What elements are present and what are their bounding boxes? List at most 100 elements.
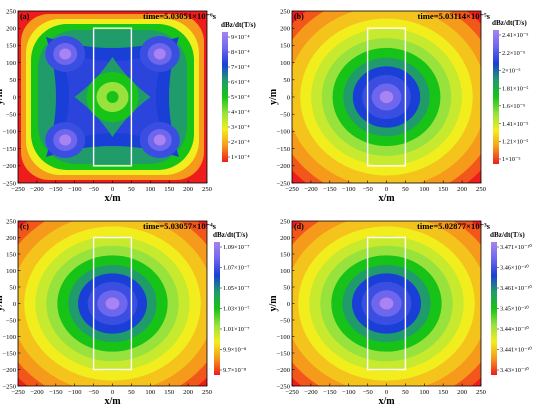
chart-title: time=5.02877×10⁻³s: [417, 221, 491, 231]
source-loop-rectangle: [366, 27, 407, 167]
y-tick-label: 50: [283, 77, 290, 84]
x-tick-label: −150: [49, 389, 63, 396]
colorbar-label: 1.01×10⁻⁷: [223, 326, 249, 333]
contour-level: [153, 134, 166, 146]
y-tick-label: 250: [6, 218, 17, 225]
x-tick-label: −150: [323, 186, 337, 193]
x-axis-label: x/m: [378, 193, 395, 204]
y-tick-label: 250: [6, 8, 17, 15]
x-tick-label: −250: [285, 186, 299, 193]
y-tick-label: −250: [276, 383, 290, 390]
x-tick-label: 100: [419, 186, 430, 193]
y-axis-label: y/m: [268, 88, 279, 105]
colorbar: [222, 32, 228, 162]
y-tick-label: −50: [280, 317, 291, 324]
y-axis-label: y/m: [268, 295, 279, 312]
y-tick-label: 150: [280, 43, 291, 50]
contour-level: [59, 48, 72, 60]
panel-label: (d): [294, 222, 304, 231]
colorbar-label: 2×10⁻⁵: [502, 68, 521, 75]
y-tick-label: 100: [6, 60, 17, 67]
x-tick-label: 250: [476, 186, 487, 193]
colorbar-label: 1.6×10⁻⁵: [502, 103, 525, 110]
y-tick-label: −50: [6, 112, 17, 119]
x-tick-label: 0: [385, 186, 389, 193]
contour-level: [379, 297, 394, 310]
contour-level: [59, 134, 72, 146]
colorbar-label: 1×10⁻⁵: [502, 156, 521, 163]
source-loop-rectangle: [92, 236, 133, 371]
x-axis-label: x/m: [378, 396, 395, 407]
y-tick-label: −50: [280, 112, 291, 119]
heatmap: [292, 11, 481, 183]
contour-level: [379, 90, 394, 104]
x-tick-label: 0: [111, 186, 115, 193]
x-tick-label: 150: [438, 186, 449, 193]
x-tick-label: 250: [202, 389, 213, 396]
panel-a: −250−250 −200 −200 −150 −150 −100 −100 −50 −50 0 0…: [0, 8, 256, 204]
colorbar-label: 3×10⁻⁴: [231, 124, 250, 131]
x-tick-label: 50: [402, 389, 409, 396]
x-tick-label: 200: [457, 186, 468, 193]
x-tick-label: −50: [362, 389, 373, 396]
y-tick-label: 150: [6, 251, 17, 258]
y-tick-label: −50: [6, 317, 17, 324]
colorbar-label: 9.7×10⁻⁸: [223, 367, 246, 374]
heatmap: [18, 11, 207, 183]
y-tick-label: −200: [2, 163, 16, 170]
y-tick-label: 200: [280, 235, 291, 242]
colorbar-label: 1.09×10⁻⁷: [223, 244, 249, 251]
colorbar: [214, 242, 220, 375]
x-tick-label: −200: [304, 186, 318, 193]
y-tick-label: −150: [276, 146, 290, 153]
x-tick-label: −100: [68, 186, 82, 193]
x-tick-label: 200: [183, 389, 194, 396]
y-tick-label: 0: [13, 301, 17, 308]
colorbar-label: 9.9×10⁻⁸: [223, 347, 246, 354]
y-tick-label: −250: [2, 383, 16, 390]
heatmap: [292, 221, 481, 386]
x-tick-label: 100: [419, 389, 430, 396]
contour-level: [105, 297, 120, 310]
colorbar-label: 1.81×10⁻⁵: [502, 85, 528, 92]
x-tick-label: −100: [68, 389, 82, 396]
colorbar-label: 1.03×10⁻⁷: [223, 306, 249, 313]
panel-label: (b): [294, 12, 304, 21]
x-tick-label: −250: [285, 389, 299, 396]
y-tick-label: 0: [287, 301, 291, 308]
y-tick-label: 250: [280, 218, 291, 225]
colorbar-label: 8×10⁻⁴: [231, 49, 250, 56]
y-tick-label: −200: [2, 367, 16, 374]
y-tick-label: 100: [6, 268, 17, 275]
x-tick-label: −100: [342, 186, 356, 193]
x-tick-label: −50: [88, 186, 99, 193]
y-tick-label: 200: [280, 26, 291, 33]
y-tick-label: −250: [2, 180, 16, 187]
colorbar-label: 3.45×10⁻¹⁰: [500, 306, 529, 313]
x-tick-label: 150: [164, 389, 175, 396]
x-tick-label: 200: [183, 186, 194, 193]
colorbar-label: 3.46×10⁻¹⁰: [500, 265, 529, 272]
x-tick-label: −50: [362, 186, 373, 193]
y-axis-label: y/m: [0, 295, 5, 312]
x-tick-label: 50: [128, 186, 135, 193]
colorbar-label: 1.05×10⁻⁷: [223, 285, 249, 292]
heatmap: [18, 221, 207, 386]
x-tick-label: 250: [476, 389, 487, 396]
x-tick-label: 50: [128, 389, 135, 396]
source-loop-rectangle: [92, 27, 133, 167]
y-tick-label: 50: [9, 284, 16, 291]
colorbar-label: 3.471×10⁻¹⁰: [500, 244, 532, 251]
x-tick-label: −200: [30, 186, 44, 193]
y-tick-label: 100: [280, 268, 291, 275]
colorbar-label: 4×10⁻⁴: [231, 109, 250, 116]
panel-d: −250−250 −200 −200 −150 −150 −100 −100 −50 −50 0 0…: [268, 218, 532, 407]
colorbar-label: 1.21×10⁻⁵: [502, 138, 528, 145]
y-tick-label: 200: [6, 26, 17, 33]
x-tick-label: −250: [11, 389, 25, 396]
contour-level: [153, 48, 166, 60]
colorbar: [491, 242, 497, 375]
chart-title: time=5.03051×10⁻⁶s: [143, 11, 217, 21]
colorbar-label: 5×10⁻⁴: [231, 94, 250, 101]
